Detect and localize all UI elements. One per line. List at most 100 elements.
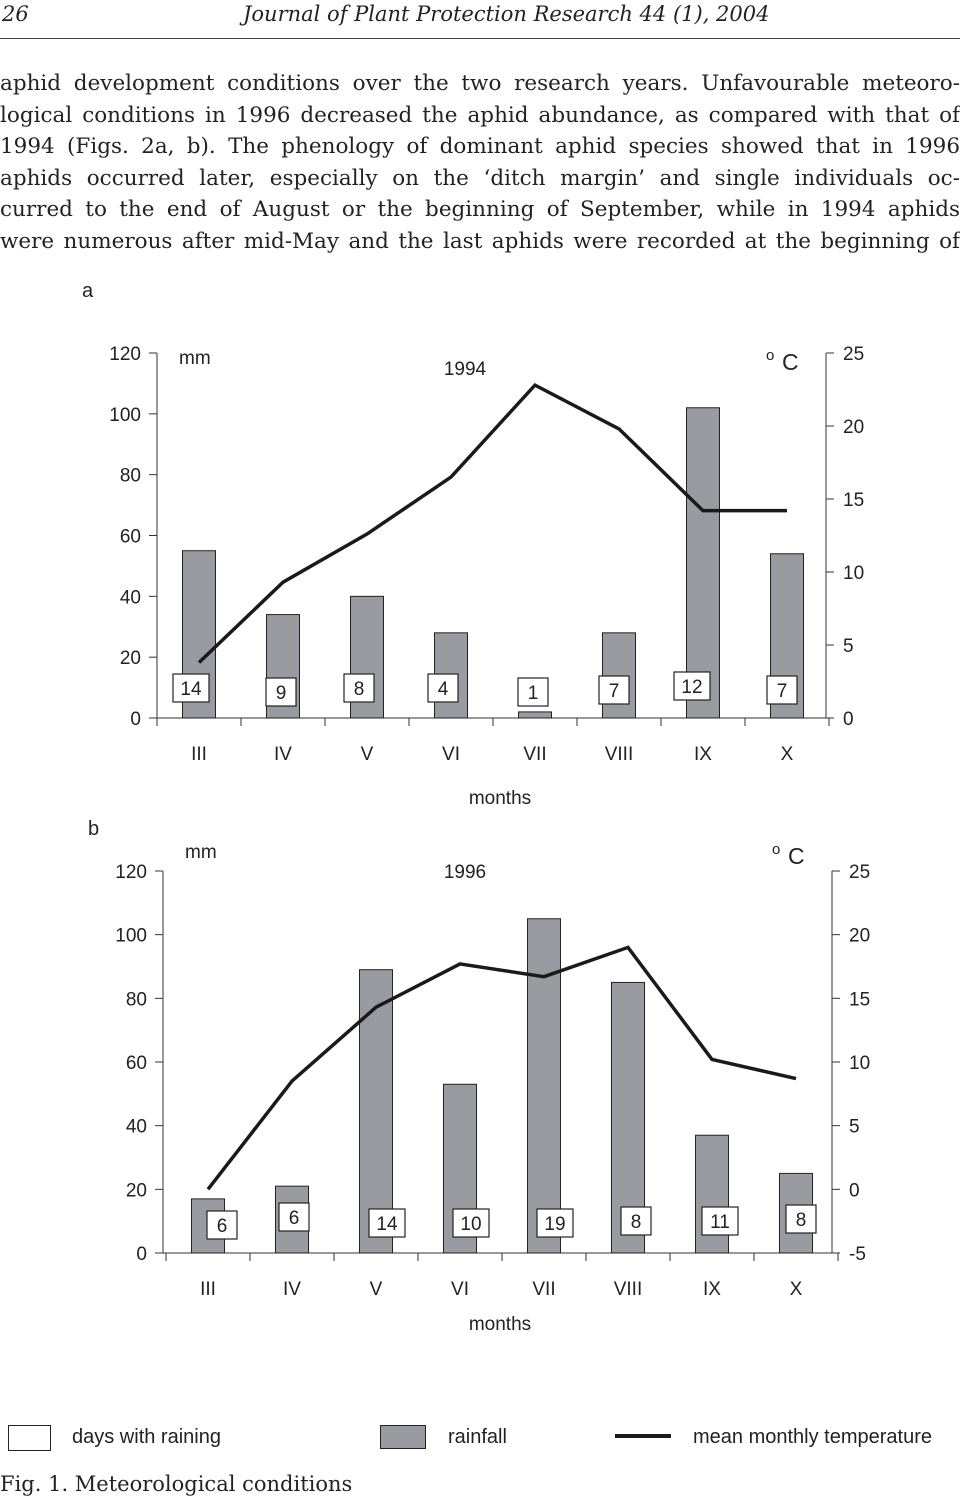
body-paragraph: aphid development conditions over the tw…	[0, 68, 960, 257]
panel-label: a	[82, 280, 94, 302]
rain-days-label: 9	[276, 683, 287, 704]
rain-days-label: 11	[710, 1212, 730, 1233]
y-left-tick-label: 20	[120, 648, 141, 669]
y-right-tick-label: -5	[849, 1244, 866, 1265]
rain-days-box	[766, 675, 798, 705]
y-left-tick-label: 120	[109, 344, 141, 365]
rain-days-label: 12	[681, 677, 702, 698]
x-tick-label: VIII	[605, 744, 634, 765]
rainfall-bar	[527, 918, 561, 1254]
y-right-unit-degree: o	[772, 841, 780, 858]
rain-days-box	[343, 673, 375, 703]
x-tick-label: V	[361, 744, 374, 765]
y-right-tick-label: 20	[849, 926, 870, 947]
y-left-tick-label: 40	[120, 587, 141, 608]
y-right-tick-label: 15	[843, 490, 864, 511]
rain-days-box	[517, 677, 549, 707]
body-line: were numerous after mid-May and the last…	[0, 228, 960, 254]
body-line: logical conditions in 1996 decreased the…	[0, 102, 960, 128]
rain-days-box	[206, 1210, 238, 1240]
rain-days-label: 6	[217, 1216, 228, 1237]
rain-days-box	[172, 673, 210, 703]
y-right-tick-label: 10	[843, 563, 864, 584]
x-tick-label: VI	[442, 744, 460, 765]
rain-days-label: 10	[460, 1214, 481, 1235]
y-left-tick-label: 0	[130, 709, 141, 730]
legend-rainfall-label: rainfall	[448, 1426, 507, 1448]
panel-label: b	[88, 818, 99, 840]
rain-days-box	[673, 671, 711, 701]
rain-days-label: 7	[777, 681, 788, 702]
rain-days-box	[278, 1202, 310, 1232]
y-right-unit-degree: o	[766, 347, 774, 364]
x-axis-label: months	[469, 788, 531, 809]
body-line: aphid development conditions over the tw…	[0, 71, 960, 96]
rain-days-box	[701, 1206, 739, 1236]
rain-days-label: 8	[796, 1210, 807, 1231]
rain-days-label: 14	[376, 1214, 398, 1235]
y-left-tick-label: 60	[120, 527, 141, 548]
x-tick-label: IX	[694, 744, 712, 765]
rainfall-bar	[686, 407, 720, 719]
legend-rain-days-label: days with raining	[72, 1426, 221, 1448]
rain-days-label: 6	[289, 1208, 300, 1229]
x-tick-label: VII	[523, 744, 546, 765]
y-right-tick-label: 20	[843, 417, 864, 438]
rain-days-box	[536, 1208, 574, 1238]
y-left-unit: mm	[179, 348, 211, 369]
y-right-tick-label: 25	[849, 862, 870, 883]
y-right-unit: C	[782, 349, 799, 375]
rain-days-label: 8	[354, 679, 365, 700]
chart-title: 1994	[444, 359, 487, 380]
rain-days-label: 4	[438, 679, 449, 700]
rain-days-label: 19	[544, 1214, 565, 1235]
y-left-tick-label: 100	[109, 405, 141, 426]
legend-rainfall-swatch	[380, 1425, 426, 1449]
x-tick-label: IX	[703, 1279, 721, 1300]
chart-legend: days with raining rainfall mean monthly …	[0, 1415, 960, 1465]
x-tick-label: V	[370, 1279, 383, 1300]
rain-days-label: 7	[609, 681, 620, 702]
x-tick-label: X	[781, 744, 794, 765]
x-tick-label: III	[191, 744, 207, 765]
y-left-tick-label: 120	[115, 862, 147, 883]
journal-title: Journal of Plant Protection Research 44 …	[243, 2, 770, 26]
x-tick-label: IV	[274, 744, 292, 765]
y-right-tick-label: 0	[843, 709, 854, 730]
y-right-unit: C	[788, 843, 805, 869]
page-header: 26 Journal of Plant Protection Research …	[0, 0, 960, 39]
rain-days-box	[368, 1208, 406, 1238]
y-left-tick-label: 0	[136, 1244, 147, 1265]
legend-temperature-swatch	[615, 1434, 671, 1438]
rain-days-box	[265, 677, 297, 707]
x-tick-label: III	[200, 1279, 216, 1300]
body-line: 1994 (Figs. 2a, b). The phenology of dom…	[0, 134, 960, 159]
body-line: aphids occurred later, especially on the…	[0, 165, 960, 191]
x-tick-label: VII	[532, 1279, 555, 1300]
rain-days-label: 14	[180, 679, 202, 700]
rain-days-label: 8	[631, 1212, 642, 1233]
rain-days-box	[452, 1208, 490, 1238]
y-left-tick-label: 40	[126, 1117, 147, 1138]
x-tick-label: X	[790, 1279, 803, 1300]
body-line: curred to the end of August or the begin…	[0, 197, 960, 222]
x-tick-label: VIII	[614, 1279, 643, 1300]
y-left-unit: mm	[185, 842, 217, 863]
y-right-tick-label: 25	[843, 344, 864, 365]
y-left-tick-label: 60	[126, 1053, 147, 1074]
temperature-line	[197, 382, 787, 664]
y-right-tick-label: 5	[849, 1117, 860, 1138]
x-tick-label: VI	[451, 1279, 469, 1300]
legend-rain-days-swatch	[8, 1425, 51, 1451]
legend-temperature-label: mean monthly temperature	[693, 1426, 933, 1448]
figure-caption: Fig. 1. Meteorological conditions	[0, 1472, 353, 1496]
rain-days-box	[598, 675, 630, 705]
y-right-tick-label: 0	[849, 1180, 860, 1201]
y-left-tick-label: 100	[115, 926, 147, 947]
y-right-tick-label: 5	[843, 636, 854, 657]
rain-days-label: 1	[528, 683, 539, 704]
y-left-tick-label: 80	[120, 466, 141, 487]
rain-days-box	[620, 1206, 652, 1236]
y-left-tick-label: 20	[126, 1180, 147, 1201]
